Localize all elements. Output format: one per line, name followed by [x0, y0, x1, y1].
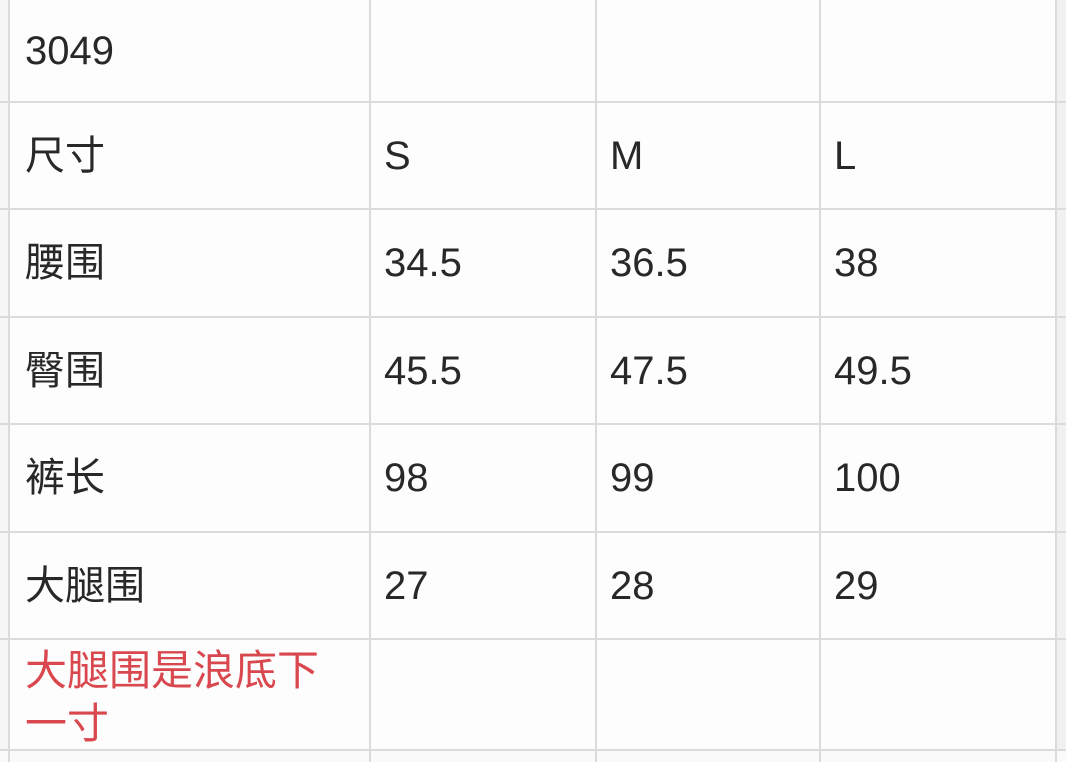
table-row-product-code: 3049	[0, 0, 1066, 103]
table-row-pants-length: 裤长 98 99 100	[0, 425, 1066, 533]
empty-cell	[595, 640, 819, 749]
header-size-l-cell: L	[834, 133, 857, 178]
header-label-cell: 尺寸	[25, 133, 105, 178]
value-cell: 99	[610, 456, 655, 500]
row-label-cell: 腰围	[25, 241, 105, 285]
value-cell: 47.5	[610, 348, 688, 393]
table-row-header: 尺寸 S M L	[0, 103, 1066, 210]
table-row-thigh: 大腿围 27 28 29	[0, 533, 1066, 640]
grid-line-vertical	[595, 0, 597, 762]
row-label-cell: 大腿围	[25, 563, 145, 608]
note-text: 大腿围是浪底下一寸	[25, 647, 320, 747]
header-size-m-cell: M	[610, 133, 644, 178]
right-margin	[1057, 0, 1066, 762]
grid-line-vertical	[369, 0, 371, 762]
table-row-hip: 臀围 45.5 47.5 49.5	[0, 318, 1066, 425]
value-cell: 28	[610, 563, 655, 608]
value-cell: 34.5	[384, 241, 462, 285]
empty-cell	[369, 640, 595, 749]
value-cell: 27	[384, 563, 429, 608]
grid-line-vertical	[8, 0, 10, 762]
grid-line-vertical	[1055, 0, 1057, 762]
value-cell: 29	[834, 563, 879, 608]
note-cell: 大腿围是浪底下一寸	[10, 640, 369, 749]
table-row-partial	[0, 751, 1066, 762]
product-code-cell: 3049	[25, 28, 114, 73]
empty-cell	[819, 0, 1056, 101]
grid-line-vertical	[819, 0, 821, 762]
value-cell: 45.5	[384, 348, 462, 393]
value-cell: 49.5	[834, 348, 912, 393]
empty-cell	[819, 640, 1056, 749]
value-cell: 38	[834, 241, 879, 285]
value-cell: 100	[834, 456, 901, 500]
table-row-note: 大腿围是浪底下一寸	[0, 640, 1066, 751]
value-cell: 36.5	[610, 241, 688, 285]
empty-cell	[595, 0, 819, 101]
left-margin	[0, 0, 8, 762]
value-cell: 98	[384, 456, 429, 500]
row-label-cell: 裤长	[25, 456, 105, 500]
table-row-waist: 腰围 34.5 36.5 38	[0, 210, 1066, 318]
empty-cell	[369, 0, 595, 101]
row-label-cell: 臀围	[25, 348, 105, 393]
header-size-s-cell: S	[384, 133, 411, 178]
